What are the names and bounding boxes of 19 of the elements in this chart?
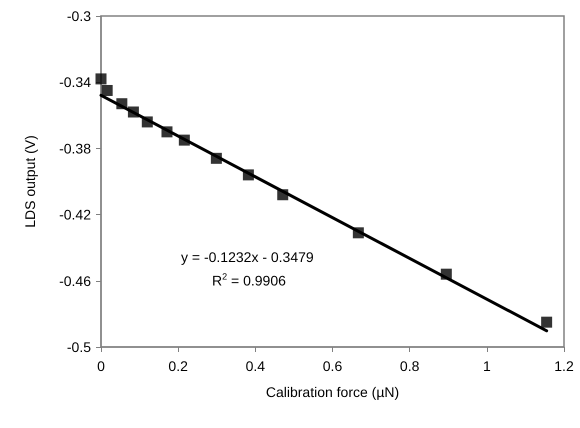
x-axis-title: Calibration force (µN) [266,384,400,400]
point [96,73,106,84]
y-tick-label: -0.34 [59,74,92,90]
x-tick-label: 0.6 [322,358,342,374]
y-tick-label: -0.42 [59,206,92,223]
x-tick-label: 1.2 [554,358,574,374]
y-axis-title: LDS output (V) [22,135,38,228]
point [541,316,552,328]
x-tick-label: 0.2 [168,358,188,374]
x-tick-label: 0 [97,358,106,374]
x-tick-label: 1 [482,358,491,374]
annotation: y = -0.1232x - 0.3479 [181,249,314,265]
y-tick-label: -0.46 [59,272,92,289]
point [102,84,113,96]
y-tick-label: -0.5 [66,339,92,355]
y-tick-label: -0.38 [59,140,92,156]
x-tick-label: 0.8 [400,358,420,374]
y-tick-label: -0.3 [66,8,92,24]
x-tick-label: 0.4 [246,358,266,374]
